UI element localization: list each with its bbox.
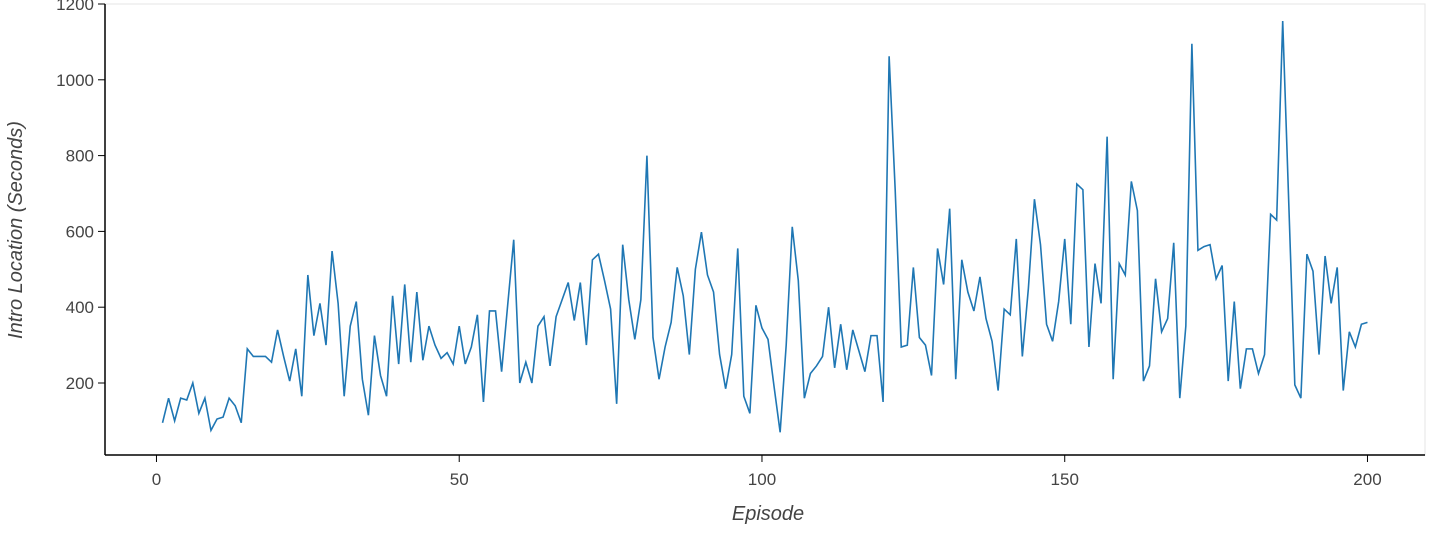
y-tick-label: 600: [66, 222, 94, 241]
y-tick-label: 200: [66, 374, 94, 393]
y-tick-label: 400: [66, 298, 94, 317]
x-tick-label: 100: [748, 470, 776, 489]
x-axis-label: Episode: [732, 503, 804, 525]
y-axis-label: Intro Location (Seconds): [5, 121, 27, 339]
x-tick-label: 150: [1051, 470, 1079, 489]
y-tick-label: 1200: [56, 0, 94, 14]
y-tick-label: 800: [66, 147, 94, 166]
x-tick-label: 200: [1353, 470, 1381, 489]
y-tick-label: 1000: [56, 71, 94, 90]
x-tick-label: 0: [152, 470, 161, 489]
line: [161, 21, 1368, 433]
x-tick-label: 50: [450, 470, 469, 489]
